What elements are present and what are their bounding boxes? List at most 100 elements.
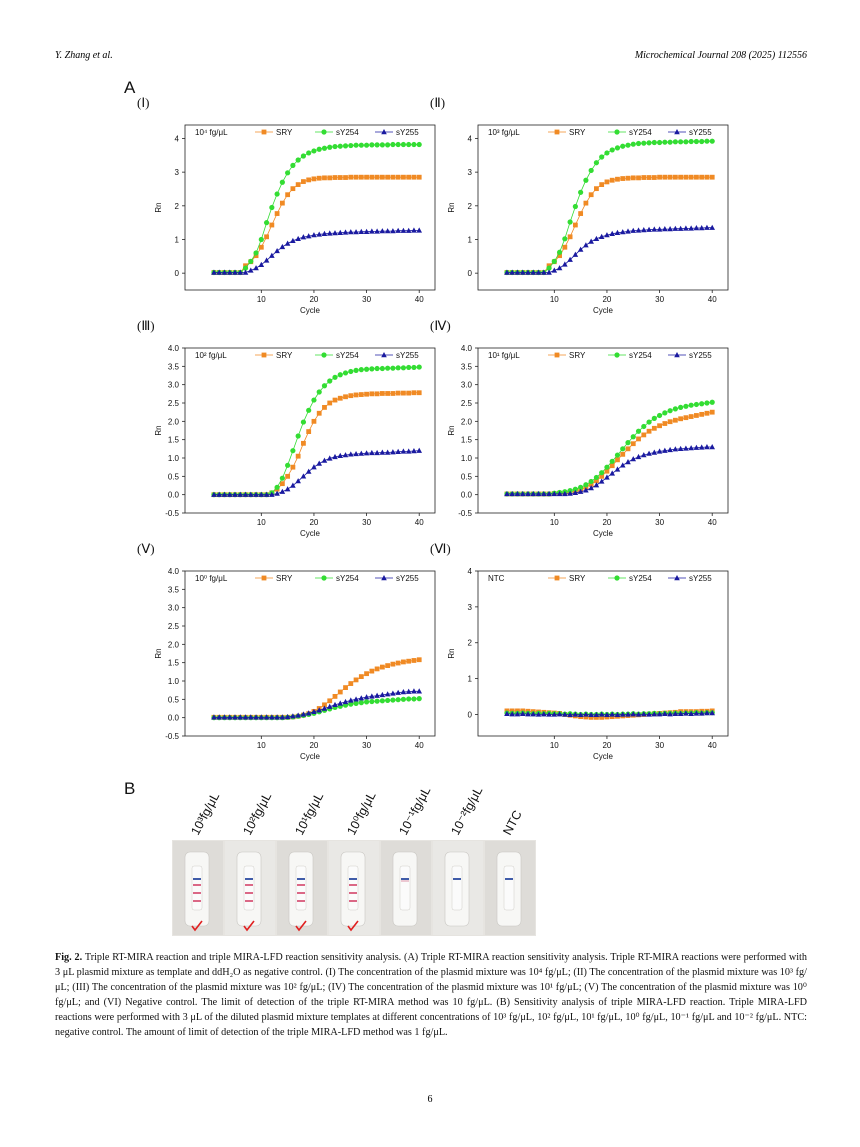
marker [295, 453, 301, 459]
marker [295, 433, 301, 439]
marker [604, 468, 610, 474]
marker [263, 491, 270, 497]
marker [337, 700, 344, 706]
marker [322, 405, 327, 410]
marker [672, 174, 678, 180]
marker [625, 142, 631, 148]
marker [337, 452, 344, 458]
marker [625, 446, 631, 452]
marker [316, 707, 323, 713]
marker [562, 244, 568, 250]
marker [379, 228, 386, 234]
marker [343, 175, 348, 180]
marker [332, 701, 338, 708]
y-tick-label: 1.5 [461, 436, 473, 445]
y-tick-label: 0 [468, 269, 473, 278]
marker [406, 658, 412, 664]
legend-marker [674, 575, 680, 581]
marker [405, 227, 412, 233]
marker [269, 252, 275, 258]
legend-marker [261, 352, 267, 358]
marker [640, 711, 647, 717]
marker [327, 144, 333, 150]
marker [347, 229, 354, 235]
marker [311, 708, 317, 714]
legend-marker [674, 129, 680, 135]
marker [342, 698, 349, 705]
marker [395, 365, 401, 371]
x-axis-label: Cycle [300, 752, 321, 761]
marker [678, 174, 684, 180]
marker [395, 174, 401, 180]
marker [321, 705, 328, 711]
marker [535, 269, 542, 275]
marker [699, 138, 705, 145]
marker [247, 267, 254, 273]
marker [385, 174, 391, 180]
panel-label: B [124, 779, 135, 798]
marker [635, 140, 642, 147]
marker [598, 711, 605, 717]
y-tick-label: 4.0 [168, 344, 180, 353]
x-tick-label: 40 [708, 518, 717, 527]
marker [237, 269, 244, 275]
marker [247, 714, 254, 720]
marker [630, 227, 637, 233]
x-tick-label: 10 [257, 295, 266, 304]
marker [358, 695, 365, 701]
marker [337, 143, 343, 149]
annotation: 10² fg/μL [195, 351, 227, 360]
marker [704, 138, 710, 144]
panel-title: (Ⅴ) [137, 541, 155, 556]
marker [321, 457, 328, 463]
marker [588, 485, 594, 491]
marker [300, 711, 307, 717]
strip-label: 10⁻²fg/μL [448, 784, 485, 837]
marker [290, 448, 296, 454]
marker [504, 710, 510, 716]
marker [416, 364, 422, 370]
marker [332, 175, 338, 180]
strip-label: NTC [500, 808, 524, 837]
marker [316, 460, 323, 466]
marker [411, 174, 417, 180]
marker [625, 440, 631, 446]
marker [509, 490, 516, 497]
marker [704, 174, 710, 180]
marker [269, 714, 275, 720]
series-line [213, 144, 420, 273]
legend-label: sY255 [396, 351, 419, 360]
legend-marker [321, 352, 327, 358]
marker [556, 265, 563, 271]
annotation: 10⁴ fg/μL [195, 128, 228, 137]
marker [683, 139, 689, 145]
y-tick-label: 1 [175, 235, 180, 244]
marker [619, 229, 626, 235]
marker [369, 698, 375, 705]
marker [641, 175, 647, 180]
marker [332, 694, 338, 699]
marker [683, 710, 689, 716]
legend-label: SRY [569, 351, 586, 360]
marker [577, 488, 584, 494]
marker [369, 366, 375, 372]
marker [348, 368, 354, 375]
marker [704, 224, 710, 230]
marker [269, 222, 275, 228]
y-tick-label: -0.5 [458, 509, 472, 518]
legend-label: sY255 [689, 128, 712, 137]
y-tick-label: 3 [468, 168, 473, 177]
marker [657, 423, 662, 429]
marker [694, 413, 699, 418]
x-tick-label: 20 [602, 295, 611, 304]
marker [253, 265, 259, 271]
legend-marker [261, 129, 267, 135]
marker [678, 416, 684, 422]
marker [614, 229, 621, 235]
series-line [213, 366, 420, 496]
marker [704, 444, 710, 450]
marker [693, 401, 700, 408]
legend-marker [614, 352, 620, 358]
marker [369, 174, 375, 180]
cassette-window [503, 865, 515, 911]
